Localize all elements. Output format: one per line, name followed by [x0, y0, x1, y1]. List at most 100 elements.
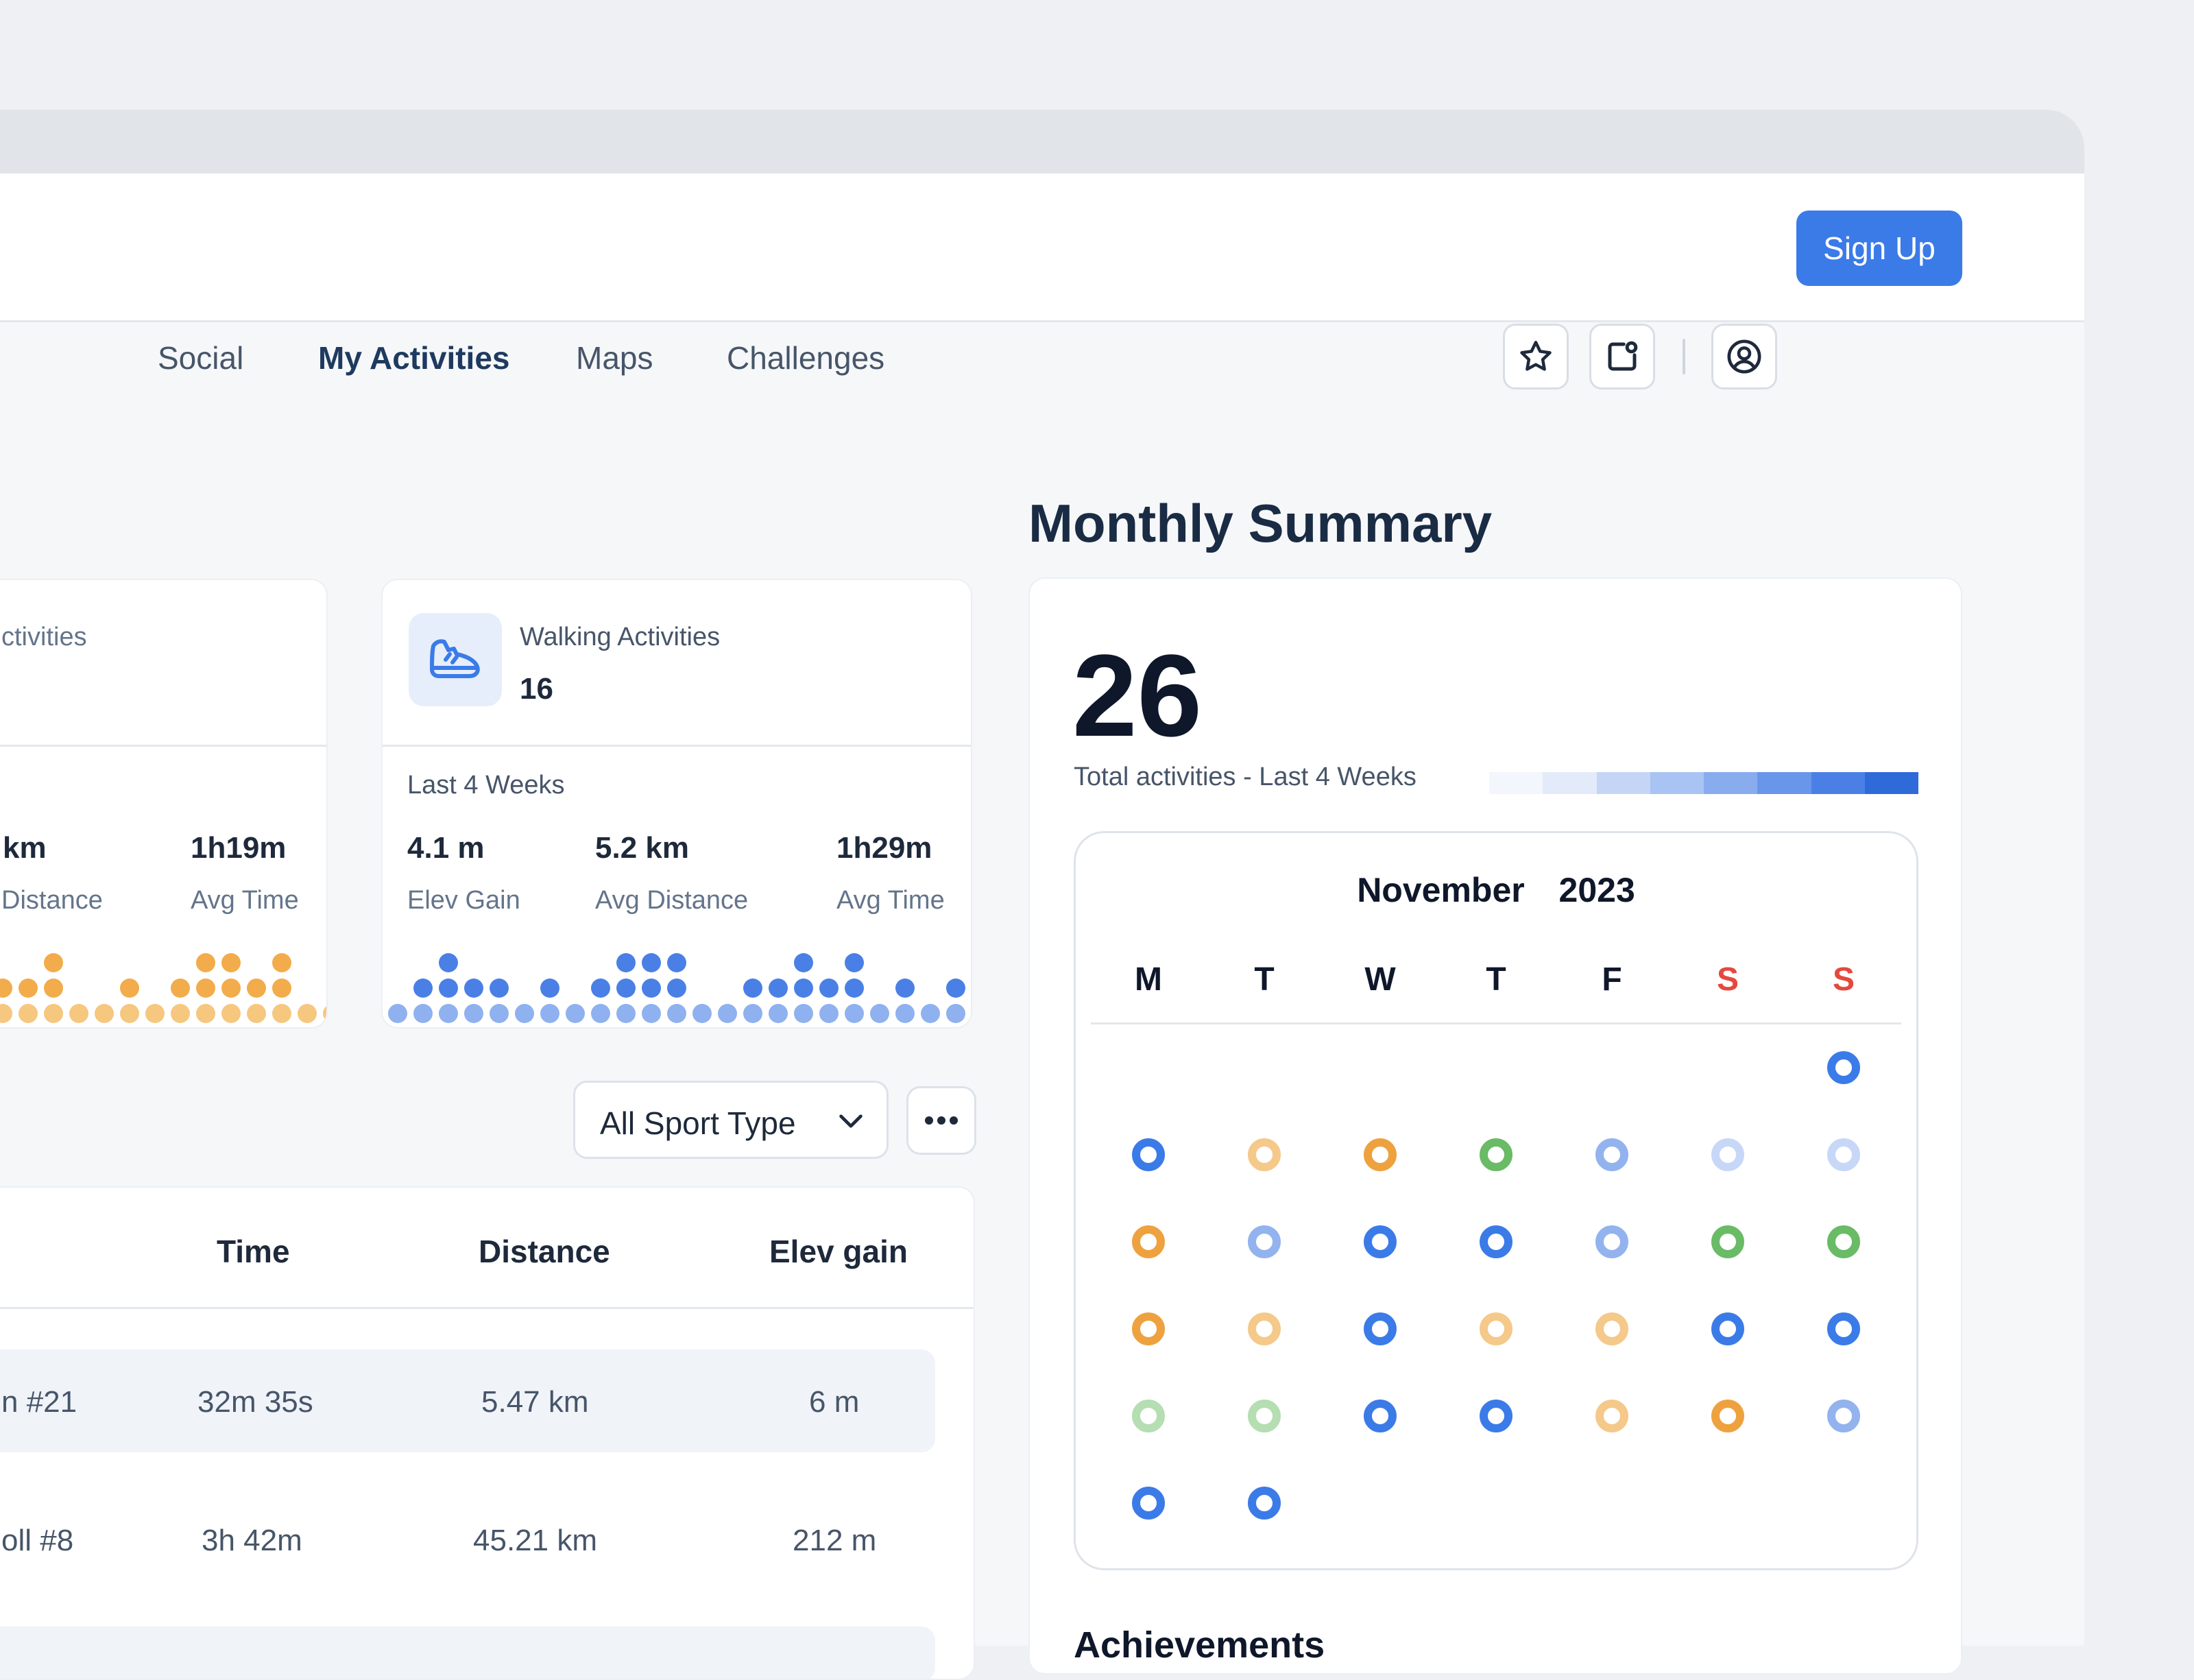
calendar-day-marker[interactable] — [1132, 1138, 1165, 1171]
notifications-button[interactable] — [1589, 324, 1655, 389]
column-header-elev-gain: Elev gain — [769, 1234, 908, 1269]
nav-my-activities[interactable]: My Activities — [318, 340, 510, 376]
calendar-day-marker[interactable] — [1595, 1400, 1628, 1432]
activity-dot — [221, 1004, 241, 1023]
activity-dot — [19, 1004, 38, 1023]
activity-dot — [895, 979, 915, 998]
calendar-day-marker[interactable] — [1711, 1312, 1744, 1345]
calendar-day-marker[interactable] — [1480, 1225, 1512, 1258]
table-row[interactable] — [0, 1627, 935, 1679]
sign-up-button[interactable]: Sign Up — [1796, 211, 1962, 286]
site-header — [0, 173, 2084, 322]
stat-label: Avg Time — [836, 886, 945, 915]
stat-value: km — [3, 831, 47, 865]
activity-dot — [642, 1004, 661, 1023]
calendar-day-marker[interactable] — [1364, 1312, 1397, 1345]
activity-dot-chart — [383, 950, 971, 1027]
total-activities-label: Total activities - Last 4 Weeks — [1074, 763, 1417, 791]
calendar-month: November — [1357, 871, 1525, 909]
sport-type-select[interactable]: All Sport Type — [573, 1081, 889, 1159]
calendar-day-marker[interactable] — [1364, 1225, 1397, 1258]
calendar-day-marker[interactable] — [1248, 1400, 1281, 1432]
activity-dot — [642, 953, 661, 972]
activity-time: 32m 35s — [197, 1385, 313, 1419]
activity-dot — [667, 979, 686, 998]
calendar-divider — [1091, 1022, 1901, 1024]
card-divider — [0, 745, 326, 747]
calendar-day-marker[interactable] — [1248, 1487, 1281, 1520]
star-icon — [1520, 341, 1552, 371]
calendar-day-marker[interactable] — [1364, 1138, 1397, 1171]
total-activities-count: 26 — [1072, 631, 1203, 761]
account-button[interactable] — [1711, 324, 1777, 389]
calendar-day-marker[interactable] — [1132, 1225, 1165, 1258]
table-row[interactable]: n #21 32m 35s 5.47 km 6 m — [0, 1349, 935, 1452]
calendar-day-marker[interactable] — [1248, 1138, 1281, 1171]
calendar-day-marker[interactable] — [1248, 1312, 1281, 1345]
legend-swatch — [1757, 772, 1811, 794]
card-title: Walking Activities — [520, 623, 721, 651]
activity-dot — [272, 953, 291, 972]
activity-dot — [413, 979, 433, 998]
activity-dot — [44, 979, 63, 998]
notification-icon — [1608, 341, 1638, 371]
activity-dot — [247, 979, 266, 998]
column-header-time: Time — [217, 1234, 290, 1269]
calendar-day-marker[interactable] — [1827, 1400, 1860, 1432]
calendar-day-marker[interactable] — [1827, 1138, 1860, 1171]
activity-distance: 45.21 km — [473, 1524, 597, 1557]
calendar-day-marker[interactable] — [1480, 1312, 1512, 1345]
calendar-day-marker[interactable] — [1827, 1051, 1860, 1084]
achievements-heading: Achievements — [1074, 1624, 1325, 1666]
calendar-day-marker[interactable] — [1827, 1225, 1860, 1258]
activity-dot — [819, 979, 839, 998]
activity-dot — [591, 1004, 610, 1023]
activity-dot — [221, 953, 241, 972]
activity-dot — [845, 1004, 864, 1023]
calendar-day-marker[interactable] — [1132, 1487, 1165, 1520]
weekday-label: S — [1716, 961, 1739, 998]
activity-dot — [464, 1004, 483, 1023]
calendar-day-marker[interactable] — [1132, 1400, 1165, 1432]
activity-time: 3h 42m — [202, 1524, 302, 1557]
favorites-button[interactable] — [1503, 324, 1569, 389]
calendar-day-marker[interactable] — [1595, 1138, 1628, 1171]
calendar-day-marker[interactable] — [1827, 1312, 1860, 1345]
weekday-label: F — [1602, 961, 1622, 998]
more-options-button[interactable] — [906, 1086, 976, 1155]
activity-dot — [95, 1004, 114, 1023]
nav-challenges[interactable]: Challenges — [727, 340, 885, 376]
calendar-day-marker[interactable] — [1711, 1400, 1744, 1432]
calendar-day-marker[interactable] — [1364, 1400, 1397, 1432]
stat-value: 1h29m — [836, 831, 932, 865]
calendar-day-marker[interactable] — [1480, 1400, 1512, 1432]
chevron-down-icon — [839, 1114, 863, 1128]
activity-dot — [692, 1004, 712, 1023]
activity-dot — [667, 1004, 686, 1023]
header-divider — [1683, 339, 1685, 374]
monthly-summary-card: 26 Total activities - Last 4 Weeks Novem… — [1028, 577, 1962, 1675]
activity-dot — [794, 979, 813, 998]
activity-count: 16 — [520, 672, 553, 706]
period-label: Last 4 Weeks — [407, 771, 565, 800]
calendar-day-marker[interactable] — [1711, 1138, 1744, 1171]
card-divider — [383, 745, 971, 747]
stat-label: Elev Gain — [407, 886, 520, 915]
calendar-day-marker[interactable] — [1248, 1225, 1281, 1258]
legend-swatch — [1864, 772, 1918, 794]
legend-swatch — [1704, 772, 1758, 794]
calendar-day-marker[interactable] — [1480, 1138, 1512, 1171]
nav-maps[interactable]: Maps — [576, 340, 653, 376]
nav-social[interactable]: Social — [158, 340, 244, 376]
sport-type-value: All Sport Type — [600, 1105, 796, 1141]
calendar-day-marker[interactable] — [1132, 1312, 1165, 1345]
activity-elev: 6 m — [809, 1385, 860, 1419]
activity-dot — [439, 953, 458, 972]
legend-swatch — [1543, 772, 1597, 794]
calendar-day-marker[interactable] — [1711, 1225, 1744, 1258]
calendar-day-marker[interactable] — [1595, 1225, 1628, 1258]
table-row[interactable]: oll #8 3h 42m 45.21 km 212 m — [0, 1489, 935, 1592]
calendar-day-marker[interactable] — [1595, 1312, 1628, 1345]
activity-dot — [845, 979, 864, 998]
intensity-legend — [1489, 772, 1918, 794]
